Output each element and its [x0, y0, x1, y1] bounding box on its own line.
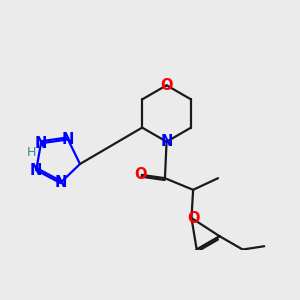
- Text: N: N: [54, 176, 67, 190]
- Text: O: O: [160, 78, 173, 93]
- Text: N: N: [62, 132, 74, 147]
- Text: O: O: [187, 211, 200, 226]
- Text: H: H: [26, 146, 36, 159]
- Text: O: O: [134, 167, 146, 182]
- Text: N: N: [160, 134, 173, 149]
- Text: N: N: [30, 163, 42, 178]
- Text: N: N: [35, 136, 47, 151]
